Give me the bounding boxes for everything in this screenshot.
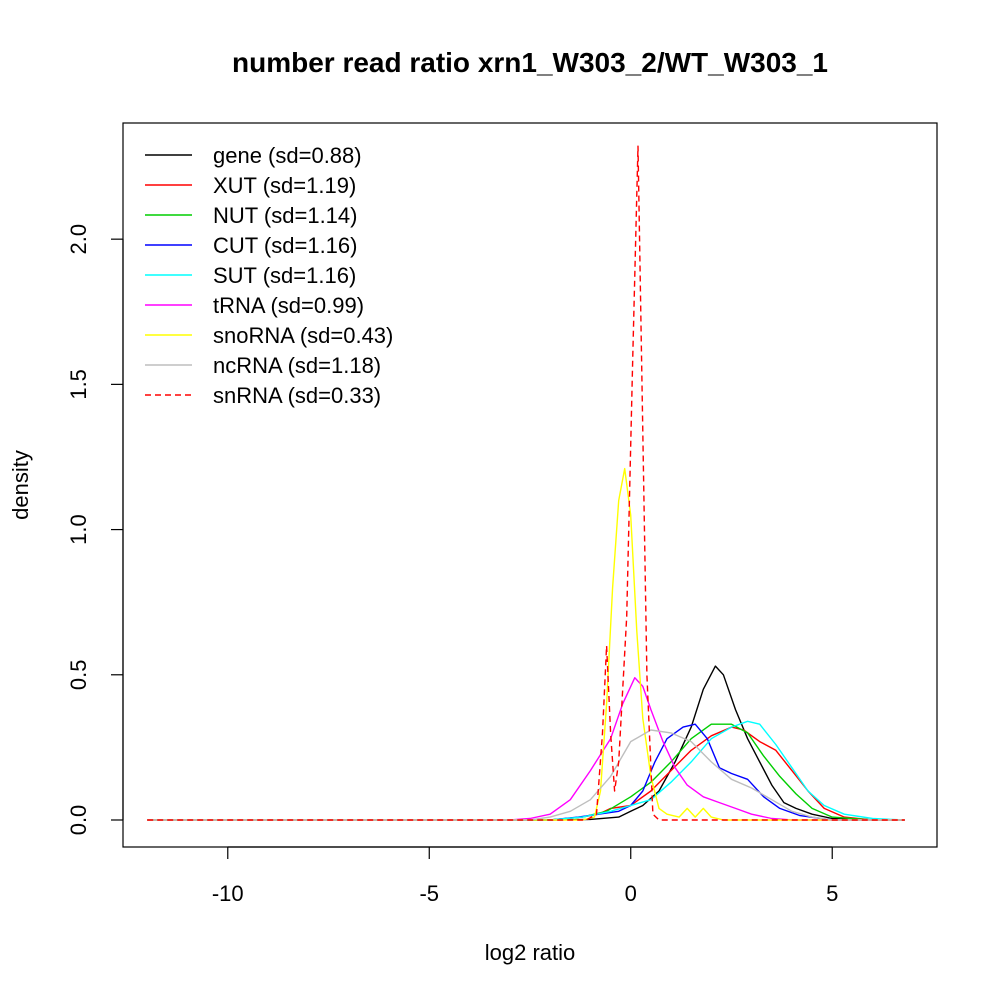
series-line-7 xyxy=(147,729,905,821)
series-line-8 xyxy=(147,145,905,821)
y-tick-label: 1.0 xyxy=(66,514,91,545)
legend-label: snRNA (sd=0.33) xyxy=(213,383,381,408)
series-line-4 xyxy=(147,720,905,821)
y-tick-label: 0.5 xyxy=(66,659,91,690)
y-tick-label: 2.0 xyxy=(66,224,91,255)
series-line-5 xyxy=(147,677,905,821)
series-line-0 xyxy=(147,665,905,821)
y-tick-label: 1.5 xyxy=(66,369,91,400)
x-axis: -10 -5 0 5 xyxy=(212,846,838,906)
x-tick-label: 5 xyxy=(826,881,838,906)
y-axis-label: density xyxy=(8,450,33,520)
chart-title: number read ratio xrn1_W303_2/WT_W303_1 xyxy=(232,47,828,78)
legend-label: NUT (sd=1.14) xyxy=(213,203,357,228)
plot-frame xyxy=(122,122,938,848)
legend: gene (sd=0.88) XUT (sd=1.19) NUT (sd=1.14)… xyxy=(145,143,393,408)
legend-label: CUT (sd=1.16) xyxy=(213,233,357,258)
legend-label: snoRNA (sd=0.43) xyxy=(213,323,393,348)
legend-label: tRNA (sd=0.99) xyxy=(213,293,364,318)
legend-label: gene (sd=0.88) xyxy=(213,143,362,168)
x-axis-label: log2 ratio xyxy=(485,940,576,965)
series-lines xyxy=(147,145,905,821)
legend-label: ncRNA (sd=1.18) xyxy=(213,353,381,378)
legend-label: SUT (sd=1.16) xyxy=(213,263,356,288)
y-axis: 0.0 0.5 1.0 1.5 2.0 xyxy=(66,224,124,836)
x-tick-label: 0 xyxy=(625,881,637,906)
legend-label: XUT (sd=1.19) xyxy=(213,173,356,198)
y-tick-label: 0.0 xyxy=(66,805,91,836)
x-tick-label: -5 xyxy=(419,881,439,906)
series-line-6 xyxy=(147,467,905,821)
x-tick-label: -10 xyxy=(212,881,244,906)
